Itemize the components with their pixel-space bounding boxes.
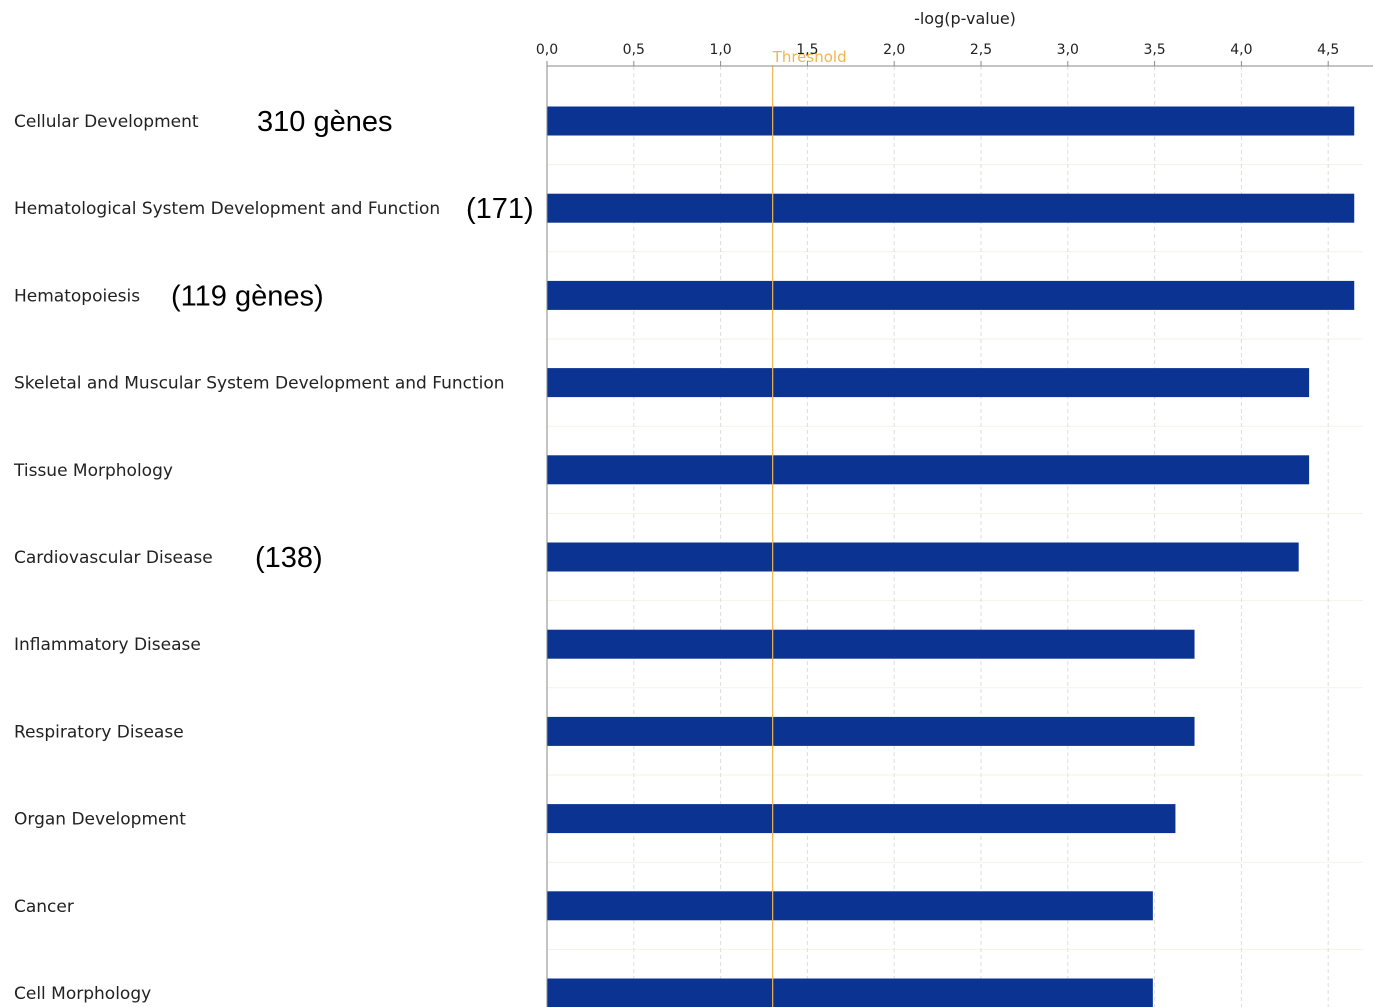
- category-label: Cell Morphology: [14, 984, 151, 1004]
- x-axis: 0,0 0,5 1,0 1,5 2,0 2,5 3,0 3,5 4,0 4,5 -log(p-val…: [536, 9, 1373, 1007]
- category-label: Respiratory Disease: [14, 722, 184, 742]
- bar-10: [547, 891, 1153, 921]
- x-tick-label: 2,5: [970, 42, 992, 58]
- category-label: Hematological System Development and Fun…: [14, 199, 440, 219]
- threshold-label: Threshold: [772, 48, 847, 66]
- x-tick-label: 4,0: [1230, 42, 1252, 58]
- x-tick-label: 2,0: [883, 42, 905, 58]
- category-label: Cancer: [14, 897, 74, 917]
- gene-count-label: 310 gènes: [257, 106, 392, 138]
- bar-2: [547, 193, 1355, 223]
- bar-11: [547, 978, 1153, 1007]
- x-tick-label: 4,5: [1317, 42, 1339, 58]
- category-label: Hematopoiesis: [14, 286, 140, 306]
- x-tick-label: 0,0: [536, 42, 558, 58]
- category-label: Inflammatory Disease: [14, 635, 201, 655]
- x-tick-label: 1,0: [709, 42, 731, 58]
- x-tick-label: 0,5: [623, 42, 645, 58]
- bars: [547, 106, 1355, 1007]
- bar-4: [547, 368, 1310, 398]
- bar-9: [547, 804, 1176, 834]
- bar-8: [547, 716, 1195, 746]
- gene-count-label: (138): [255, 542, 323, 574]
- bar-6: [547, 542, 1299, 572]
- grid-lines: [547, 66, 1363, 1007]
- category-labels: Cellular Development Hematological System…: [13, 112, 505, 1004]
- bar-3: [547, 280, 1355, 310]
- bar-5: [547, 455, 1310, 485]
- category-label: Cardiovascular Disease: [14, 548, 213, 568]
- category-label: Skeletal and Muscular System Development…: [14, 374, 505, 394]
- category-label: Organ Development: [14, 810, 186, 830]
- category-label: Cellular Development: [14, 112, 199, 132]
- x-tick-label: 1,5: [796, 42, 818, 58]
- gene-count-label: (171): [466, 193, 534, 225]
- x-tick-label: 3,0: [1057, 42, 1079, 58]
- x-tick-label: 3,5: [1143, 42, 1165, 58]
- gene-count-label: (119 gènes): [171, 280, 324, 312]
- threshold: Threshold: [772, 48, 847, 1007]
- bar-7: [547, 629, 1195, 659]
- bar-1: [547, 106, 1355, 136]
- x-axis-title: -log(p-value): [914, 9, 1016, 28]
- category-label: Tissue Morphology: [13, 461, 173, 481]
- gene-count-annotations: 310 gènes (171) (119 gènes) (138): [171, 106, 534, 574]
